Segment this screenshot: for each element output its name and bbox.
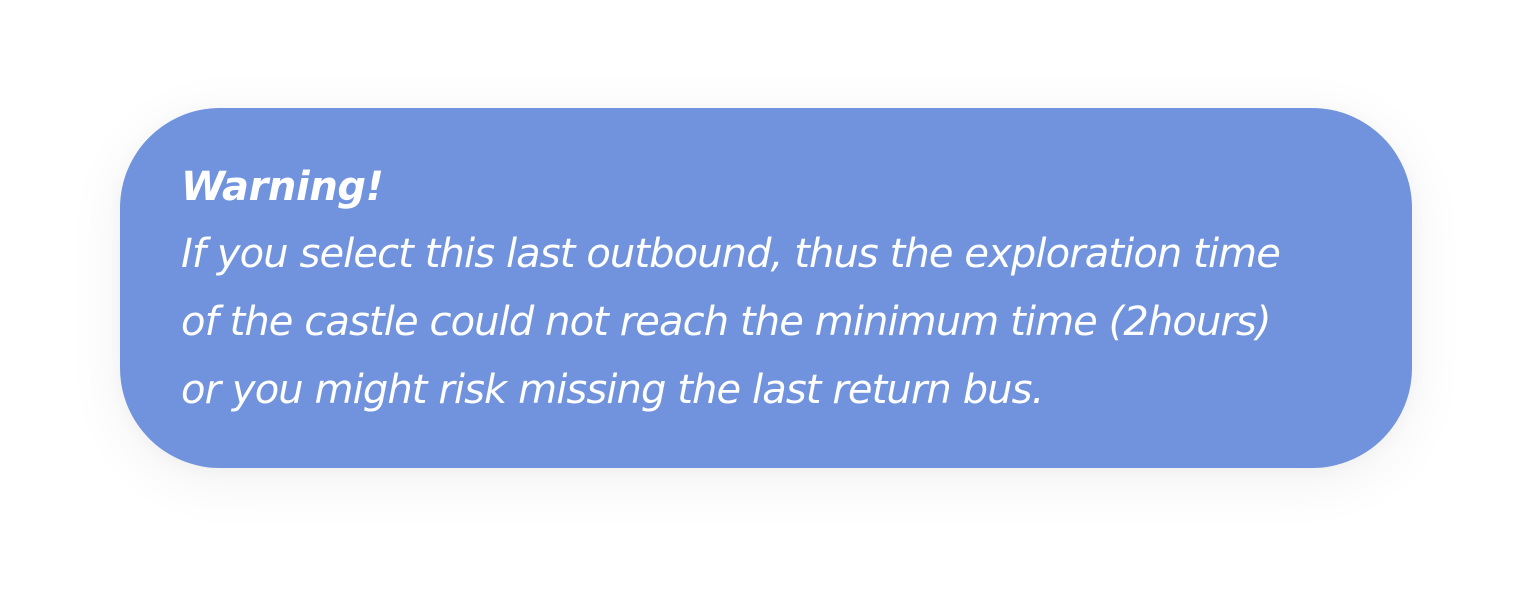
- warning-text-line: If you select this last outbound, thus t…: [181, 231, 1281, 277]
- warning-message-box: Warning! If you select this last outboun…: [120, 108, 1412, 468]
- warning-title: Warning!: [181, 164, 384, 210]
- warning-text-line: of the castle could not reach the minimu…: [181, 299, 1271, 345]
- warning-text-line: or you might risk missing the last retur…: [181, 367, 1044, 413]
